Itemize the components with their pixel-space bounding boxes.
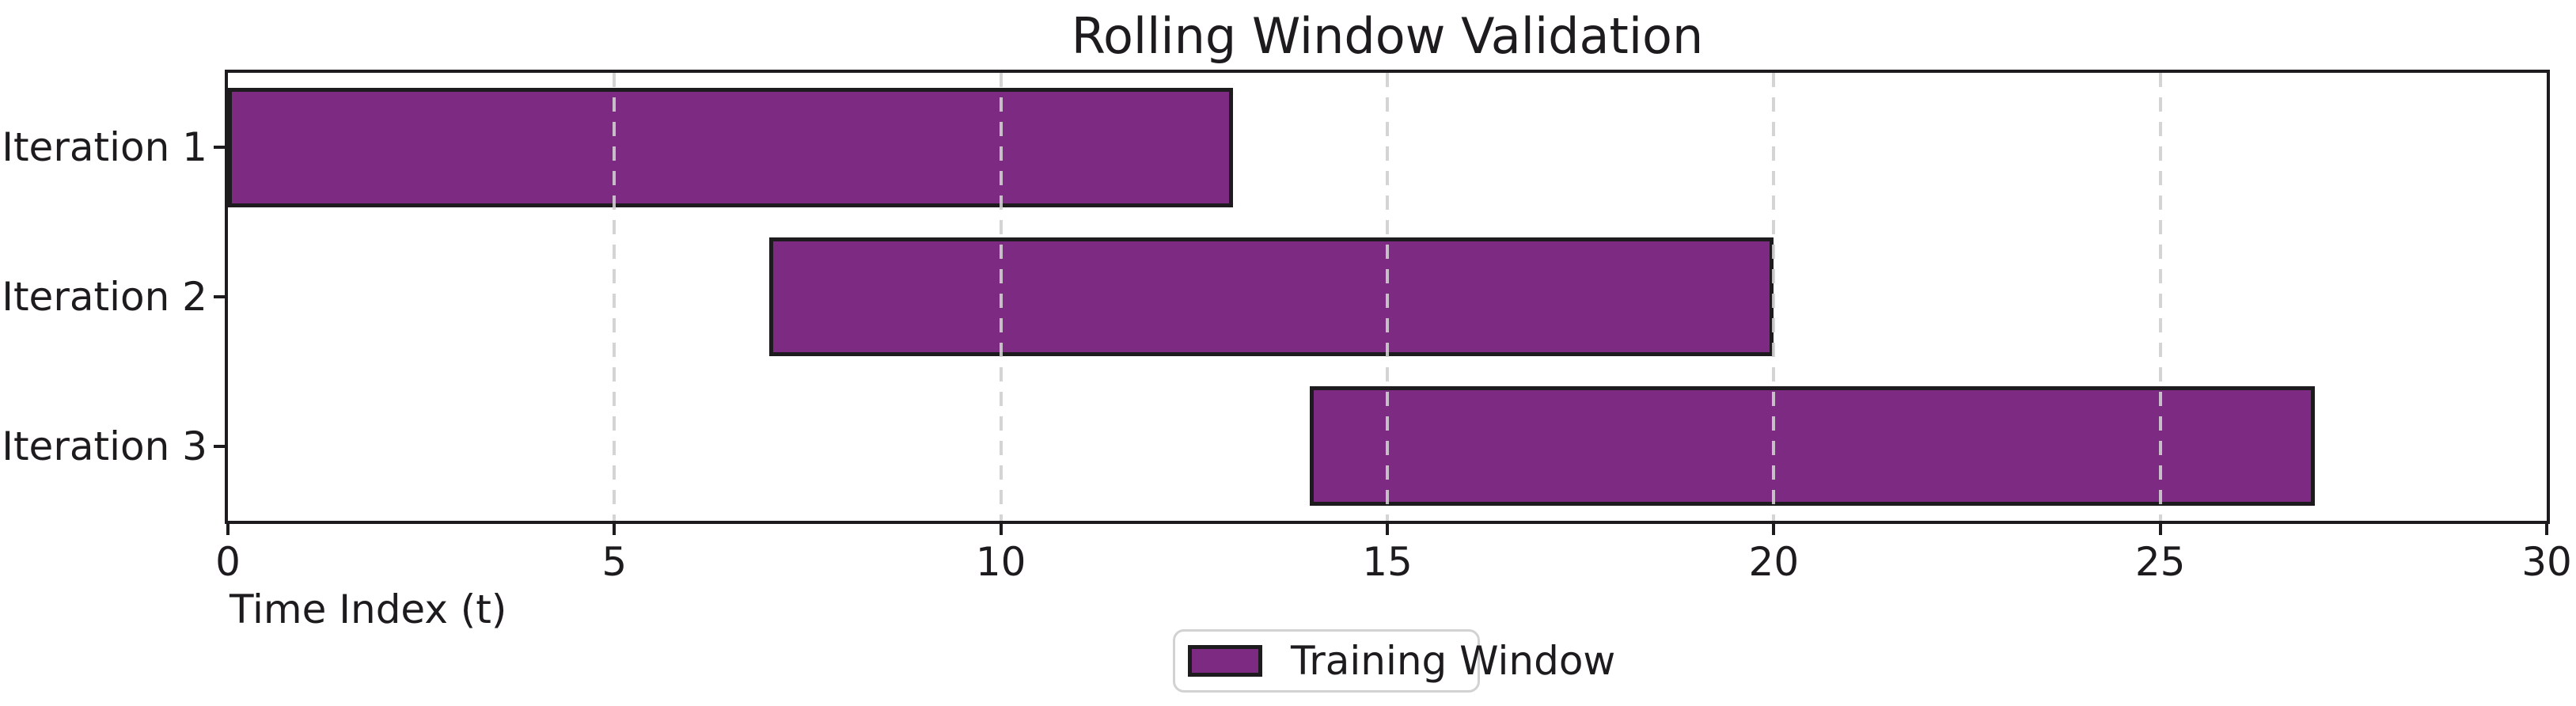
x-tick-mark: [226, 522, 230, 535]
x-tick-label: 0: [215, 539, 241, 585]
chart-title: Rolling Window Validation: [1071, 7, 1704, 65]
x-tick-mark: [2158, 522, 2162, 535]
x-gridline: [1386, 73, 1389, 521]
legend: Training Window: [1173, 629, 1615, 693]
y-tick-label: Iteration 3: [2, 423, 207, 469]
y-tick-mark: [214, 295, 226, 298]
x-tick-label: 25: [2134, 539, 2186, 585]
x-gridline: [999, 73, 1003, 521]
training-window-bar: [1310, 386, 2315, 507]
x-tick-label: 5: [601, 539, 628, 585]
x-tick-mark: [2545, 522, 2548, 535]
x-tick-label: 30: [2521, 539, 2572, 585]
x-gridline: [2158, 73, 2162, 521]
y-tick-mark: [214, 444, 226, 448]
x-axis-label: Time Index (t): [230, 586, 507, 632]
x-tick-label: 15: [1362, 539, 1413, 585]
x-gridline: [1772, 73, 1776, 521]
x-tick-mark: [1386, 522, 1389, 535]
training-window-bar: [228, 87, 1233, 207]
training-window-bar: [768, 237, 1774, 357]
x-tick-mark: [1772, 522, 1776, 535]
x-gridline: [613, 73, 616, 521]
x-tick-label: 20: [1748, 539, 1800, 585]
x-tick-mark: [613, 522, 616, 535]
x-tick-label: 10: [975, 539, 1026, 585]
y-tick-label: Iteration 2: [2, 274, 207, 320]
legend-label: Training Window: [1291, 638, 1616, 684]
legend-swatch-training-window: [1188, 645, 1262, 677]
y-tick-mark: [214, 146, 226, 150]
y-tick-label: Iteration 1: [2, 124, 207, 171]
x-tick-mark: [999, 522, 1003, 535]
plot-area: [225, 70, 2550, 524]
